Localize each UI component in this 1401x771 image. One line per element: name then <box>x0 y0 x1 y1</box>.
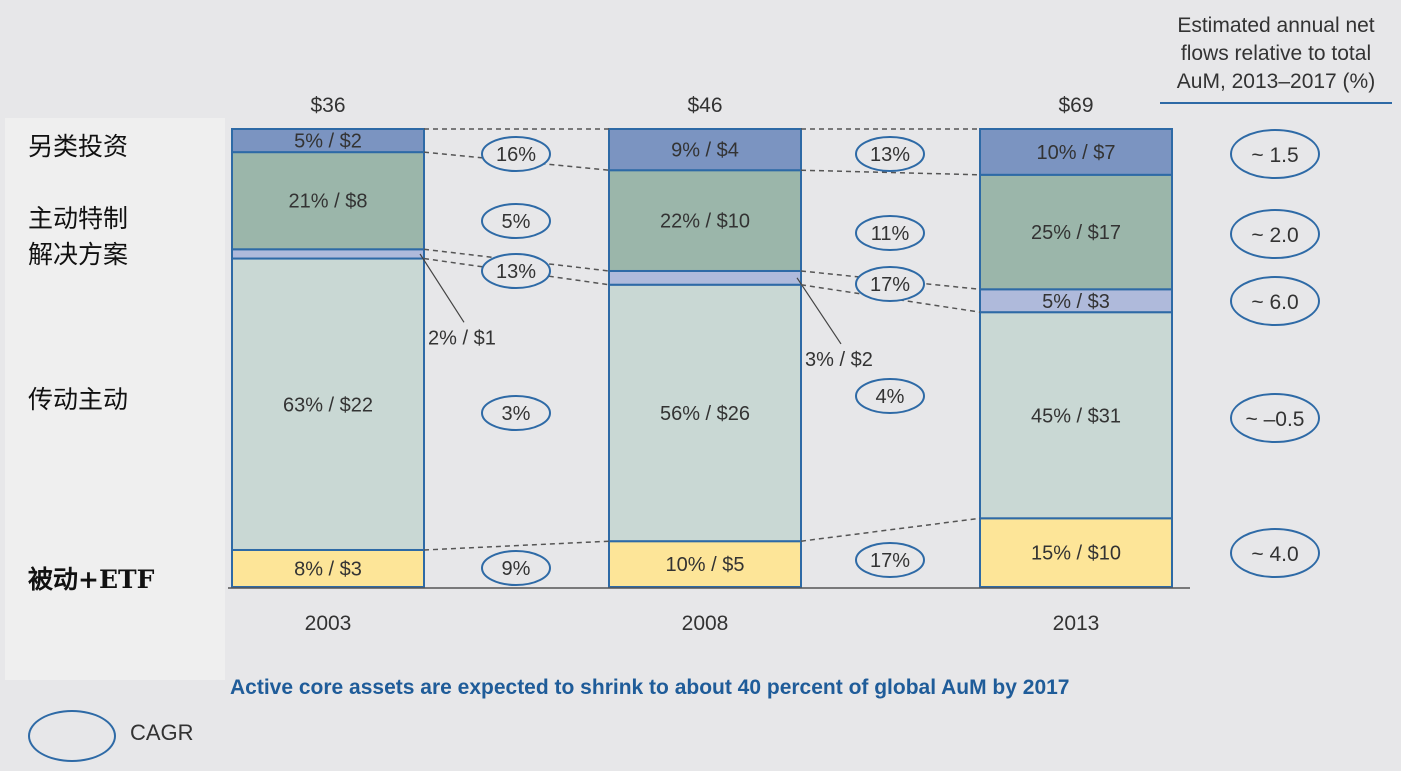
x-tick-2003: 2003 <box>305 612 352 635</box>
leader-line <box>419 253 465 323</box>
cagr-value: 17% <box>870 274 910 296</box>
segment-label: 15% / $10 <box>1031 543 1121 565</box>
cagr-value: 13% <box>496 261 536 283</box>
legend-cagr-label: CAGR <box>130 720 194 745</box>
segment-label: 8% / $3 <box>294 558 362 580</box>
footnote: Active core assets are expected to shrin… <box>230 676 1070 699</box>
net-flow-value: ~ 2.0 <box>1251 224 1298 247</box>
segment-label: 63% / $22 <box>283 394 373 416</box>
segment-label: 10% / $5 <box>666 554 745 576</box>
segment-label: 21% / $8 <box>289 191 368 213</box>
cagr-value: 17% <box>870 550 910 572</box>
bar-segment-solutions-2008 <box>608 169 802 272</box>
connector-dashed-line <box>800 517 981 542</box>
net-flow-oval <box>1230 393 1320 443</box>
net-flow-oval <box>1230 129 1320 179</box>
bar-segment-alternatives-2008 <box>608 128 802 172</box>
bar-segment-active_core-2008 <box>608 283 802 543</box>
cagr-oval <box>481 253 551 289</box>
bar-segment-alternatives-2003 <box>231 128 425 154</box>
cagr-value: 4% <box>876 386 905 408</box>
cagr-value: 11% <box>871 223 910 245</box>
net-flow-oval <box>1230 209 1320 259</box>
bar-segment-active_core-2013 <box>979 311 1173 520</box>
x-tick-2013: 2013 <box>1053 612 1100 635</box>
cagr-value: 16% <box>496 144 536 166</box>
row-label-active-core: 传动主动 <box>28 385 129 414</box>
net-flow-oval <box>1230 528 1320 578</box>
cagr-value: 3% <box>502 403 531 425</box>
bar-segment-alternatives-2013 <box>979 128 1173 176</box>
bar-segment-specialties-2003 <box>231 248 425 260</box>
bar-segment-specialties-2008 <box>608 269 802 286</box>
net-flows-title: Estimated annual net flows relative to t… <box>1160 12 1392 104</box>
cagr-oval <box>855 215 925 251</box>
cagr-oval <box>481 395 551 431</box>
leader-line <box>796 277 842 345</box>
row-label-alternatives: 另类投资 <box>28 132 129 161</box>
cagr-value: 13% <box>870 144 910 166</box>
segment-label-outside: 2% / $1 <box>428 327 496 349</box>
cagr-oval <box>855 136 925 172</box>
net-flow-value: ~ 4.0 <box>1251 543 1298 566</box>
segment-label: 22% / $10 <box>660 211 750 233</box>
connector-dashed-line <box>800 169 981 176</box>
connector-dashed-line <box>800 270 981 291</box>
net-flow-oval <box>1230 276 1320 326</box>
cagr-oval <box>481 550 551 586</box>
bar-segment-solutions-2013 <box>979 173 1173 291</box>
segment-label: 5% / $3 <box>1042 291 1110 313</box>
cagr-oval <box>855 378 925 414</box>
segment-label: 56% / $26 <box>660 403 750 425</box>
segment-label: 45% / $31 <box>1031 405 1121 427</box>
cagr-oval <box>855 542 925 578</box>
x-tick-2008: 2008 <box>682 612 729 635</box>
segment-label: 25% / $17 <box>1031 222 1121 244</box>
bar-total-2003: $36 <box>310 94 345 117</box>
row-label-panel <box>5 118 225 680</box>
segment-label: 10% / $7 <box>1037 142 1116 164</box>
segment-label-outside: 3% / $2 <box>805 349 873 371</box>
legend-cagr-oval <box>28 710 116 762</box>
row-label-passive: 被动+ETF <box>28 565 155 594</box>
cagr-oval <box>855 266 925 302</box>
segment-label: 9% / $4 <box>671 140 739 162</box>
net-flow-value: ~ 1.5 <box>1251 144 1298 167</box>
cagr-oval <box>481 136 551 172</box>
bar-total-2013: $69 <box>1058 94 1093 117</box>
bar-total-2008: $46 <box>687 94 722 117</box>
net-flow-value: ~ –0.5 <box>1246 408 1305 431</box>
cagr-value: 9% <box>502 558 531 580</box>
cagr-value: 5% <box>502 211 531 233</box>
row-label-solutions-2: 解决方案 <box>28 240 129 269</box>
connector-dashed-line <box>423 540 610 551</box>
cagr-oval <box>481 203 551 239</box>
segment-label: 5% / $2 <box>294 131 362 153</box>
row-label-solutions-1: 主动特制 <box>28 204 129 233</box>
net-flow-value: ~ 6.0 <box>1251 291 1298 314</box>
